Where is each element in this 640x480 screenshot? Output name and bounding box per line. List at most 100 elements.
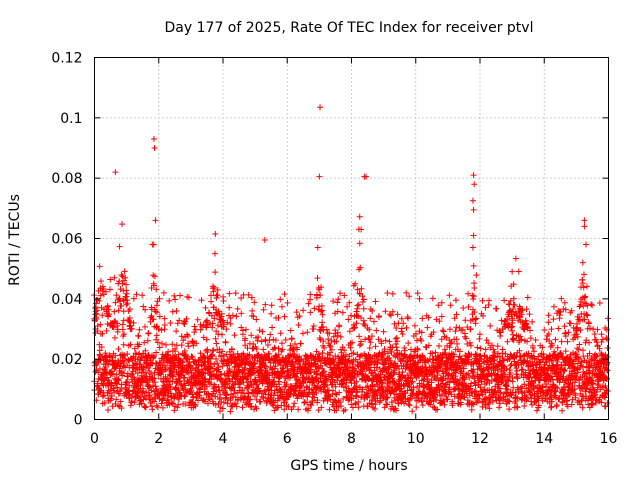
data-point — [392, 341, 399, 348]
data-point — [220, 399, 227, 406]
data-point — [356, 213, 363, 220]
data-point — [305, 407, 312, 414]
data-point — [144, 337, 151, 344]
data-point — [424, 324, 431, 331]
data-point — [307, 296, 314, 303]
data-point — [589, 302, 596, 309]
data-point — [268, 302, 275, 309]
data-point — [134, 370, 141, 377]
data-point — [208, 298, 215, 305]
data-point — [153, 402, 160, 409]
data-point — [109, 357, 116, 364]
data-point — [103, 327, 110, 334]
data-point — [140, 303, 147, 310]
data-point — [284, 299, 291, 306]
data-point — [96, 347, 103, 354]
data-point — [345, 316, 352, 323]
data-point — [196, 385, 203, 392]
data-point — [473, 272, 480, 279]
data-point — [123, 293, 130, 300]
data-point — [469, 244, 476, 251]
data-point — [470, 296, 477, 303]
data-point — [333, 338, 340, 345]
data-point — [214, 360, 221, 367]
data-point — [249, 307, 256, 314]
data-point — [360, 296, 367, 303]
data-point — [561, 323, 568, 330]
data-point — [108, 392, 115, 399]
data-point — [121, 268, 128, 275]
data-point — [105, 361, 112, 368]
data-point — [92, 368, 99, 375]
data-point — [150, 135, 157, 142]
data-point — [379, 384, 386, 391]
data-point — [158, 327, 165, 334]
data-point — [594, 326, 601, 333]
data-point — [373, 364, 380, 371]
data-point — [206, 364, 213, 371]
data-point — [362, 361, 369, 368]
data-point — [378, 356, 385, 363]
data-point — [374, 395, 381, 402]
data-point — [310, 323, 317, 330]
data-point — [220, 317, 227, 324]
data-point — [108, 382, 115, 389]
data-point — [403, 289, 410, 296]
data-point — [102, 288, 109, 295]
data-point — [279, 392, 286, 399]
data-point — [338, 349, 345, 356]
data-point — [318, 284, 325, 291]
data-point — [384, 350, 391, 357]
data-point — [272, 337, 279, 344]
data-point — [150, 354, 157, 361]
data-point — [105, 306, 112, 313]
data-point — [149, 406, 156, 413]
data-point — [192, 358, 199, 365]
data-point — [359, 386, 366, 393]
data-point — [111, 387, 118, 394]
data-point — [97, 321, 104, 328]
data-point — [150, 316, 157, 323]
data-point — [553, 402, 560, 409]
data-point — [152, 308, 159, 315]
data-point — [439, 327, 446, 334]
y-tick-label: 0.12 — [51, 51, 82, 67]
data-point — [252, 376, 259, 383]
data-point — [604, 336, 611, 343]
data-point — [260, 306, 267, 313]
data-point — [545, 319, 552, 326]
data-point — [447, 326, 454, 333]
data-point — [319, 307, 326, 314]
x-axis-label: GPS time / hours — [290, 458, 407, 474]
data-point — [523, 306, 530, 313]
data-point — [114, 362, 121, 369]
data-point — [124, 300, 131, 307]
data-point — [153, 349, 160, 356]
data-point — [604, 345, 611, 352]
data-point — [214, 322, 221, 329]
y-tick-label: 0 — [74, 413, 83, 429]
data-point — [147, 384, 154, 391]
data-point — [169, 308, 176, 315]
data-point — [219, 348, 226, 355]
data-point — [202, 370, 209, 377]
data-point — [255, 334, 262, 341]
data-point — [446, 292, 453, 299]
data-point — [579, 404, 586, 411]
data-point — [390, 370, 397, 377]
data-point — [452, 297, 459, 304]
data-point — [399, 330, 406, 337]
data-point — [334, 329, 341, 336]
data-point — [359, 293, 366, 300]
data-point — [184, 331, 191, 338]
data-point — [447, 302, 454, 309]
data-point — [373, 327, 380, 334]
data-point — [318, 404, 325, 411]
data-point — [382, 308, 389, 315]
data-point — [317, 104, 324, 111]
data-point — [151, 145, 158, 151]
data-point — [234, 305, 241, 312]
data-point — [550, 316, 557, 323]
data-point — [177, 292, 184, 299]
